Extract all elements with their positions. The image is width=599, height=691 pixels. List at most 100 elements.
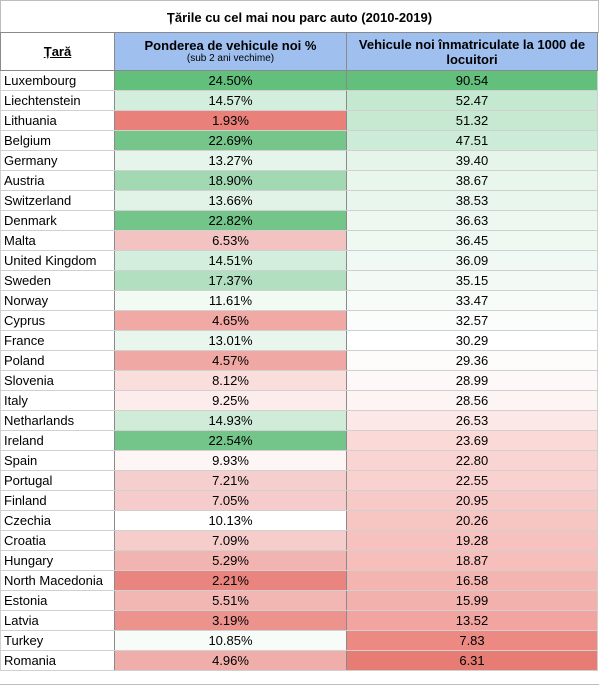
per1000-cell[interactable]: 7.83 — [346, 630, 598, 651]
country-cell[interactable]: Turkey — [0, 630, 115, 651]
table-row: Estonia 5.51% 15.99 — [0, 590, 598, 611]
country-cell[interactable]: Switzerland — [0, 190, 115, 211]
per1000-cell[interactable]: 36.63 — [346, 210, 598, 231]
country-cell[interactable]: Spain — [0, 450, 115, 471]
share-cell[interactable]: 4.96% — [114, 650, 347, 671]
share-cell[interactable]: 3.19% — [114, 610, 347, 631]
share-cell[interactable]: 14.51% — [114, 250, 347, 271]
per1000-cell[interactable]: 13.52 — [346, 610, 598, 631]
country-cell[interactable]: Malta — [0, 230, 115, 251]
share-cell[interactable]: 24.50% — [114, 70, 347, 91]
country-cell[interactable]: Poland — [0, 350, 115, 371]
table-row: Lithuania 1.93% 51.32 — [0, 110, 598, 131]
table-row: Austria 18.90% 38.67 — [0, 170, 598, 191]
per1000-cell[interactable]: 36.09 — [346, 250, 598, 271]
share-cell[interactable]: 22.54% — [114, 430, 347, 451]
table-row: Luxembourg 24.50% 90.54 — [0, 70, 598, 91]
country-cell[interactable]: Denmark — [0, 210, 115, 231]
share-cell[interactable]: 9.93% — [114, 450, 347, 471]
per1000-cell[interactable]: 20.26 — [346, 510, 598, 531]
share-cell[interactable]: 1.93% — [114, 110, 347, 131]
per1000-cell[interactable]: 39.40 — [346, 150, 598, 171]
per1000-cell[interactable]: 36.45 — [346, 230, 598, 251]
share-cell[interactable]: 14.93% — [114, 410, 347, 431]
per1000-cell[interactable]: 28.99 — [346, 370, 598, 391]
share-cell[interactable]: 7.05% — [114, 490, 347, 511]
share-cell[interactable]: 4.65% — [114, 310, 347, 331]
country-cell[interactable]: Lithuania — [0, 110, 115, 131]
per1000-cell[interactable]: 18.87 — [346, 550, 598, 571]
country-cell[interactable]: Italy — [0, 390, 115, 411]
country-cell[interactable]: Netharlands — [0, 410, 115, 431]
country-cell[interactable]: Hungary — [0, 550, 115, 571]
share-column-header[interactable]: Ponderea de vehicule noi % (sub 2 ani ve… — [114, 32, 347, 71]
country-cell[interactable]: Ireland — [0, 430, 115, 451]
per1000-cell[interactable]: 90.54 — [346, 70, 598, 91]
per1000-cell[interactable]: 35.15 — [346, 270, 598, 291]
country-cell[interactable]: Sweden — [0, 270, 115, 291]
per1000-cell[interactable]: 16.58 — [346, 570, 598, 591]
per1000-cell[interactable]: 32.57 — [346, 310, 598, 331]
per1000-cell[interactable]: 15.99 — [346, 590, 598, 611]
share-cell[interactable]: 13.27% — [114, 150, 347, 171]
country-cell[interactable]: Czechia — [0, 510, 115, 531]
per1000-cell[interactable]: 52.47 — [346, 90, 598, 111]
country-cell[interactable]: France — [0, 330, 115, 351]
share-cell[interactable]: 14.57% — [114, 90, 347, 111]
country-cell[interactable]: Latvia — [0, 610, 115, 631]
share-cell[interactable]: 2.21% — [114, 570, 347, 591]
per1000-cell[interactable]: 19.28 — [346, 530, 598, 551]
country-cell[interactable]: Liechtenstein — [0, 90, 115, 111]
country-cell[interactable]: Slovenia — [0, 370, 115, 391]
per1000-cell[interactable]: 33.47 — [346, 290, 598, 311]
country-cell[interactable]: Germany — [0, 150, 115, 171]
share-cell[interactable]: 7.09% — [114, 530, 347, 551]
share-header-label: Ponderea de vehicule noi % — [144, 38, 317, 53]
country-cell[interactable]: Cyprus — [0, 310, 115, 331]
country-cell[interactable]: Estonia — [0, 590, 115, 611]
per1000-cell[interactable]: 22.55 — [346, 470, 598, 491]
table-row: Croatia 7.09% 19.28 — [0, 530, 598, 551]
share-cell[interactable]: 13.01% — [114, 330, 347, 351]
per1000-cell[interactable]: 22.80 — [346, 450, 598, 471]
country-column-header[interactable]: Țară — [0, 32, 115, 71]
share-cell[interactable]: 4.57% — [114, 350, 347, 371]
share-cell[interactable]: 8.12% — [114, 370, 347, 391]
per1000-cell[interactable]: 26.53 — [346, 410, 598, 431]
share-cell[interactable]: 22.69% — [114, 130, 347, 151]
per1000-cell[interactable]: 28.56 — [346, 390, 598, 411]
per1000-cell[interactable]: 38.67 — [346, 170, 598, 191]
country-cell[interactable]: Luxembourg — [0, 70, 115, 91]
share-cell[interactable]: 5.29% — [114, 550, 347, 571]
country-cell[interactable]: North Macedonia — [0, 570, 115, 591]
share-cell[interactable]: 18.90% — [114, 170, 347, 191]
country-cell[interactable]: Austria — [0, 170, 115, 191]
country-cell[interactable]: United Kingdom — [0, 250, 115, 271]
share-cell[interactable]: 22.82% — [114, 210, 347, 231]
table-row: Spain 9.93% 22.80 — [0, 450, 598, 471]
per1000-cell[interactable]: 51.32 — [346, 110, 598, 131]
share-cell[interactable]: 10.13% — [114, 510, 347, 531]
per1000-cell[interactable]: 29.36 — [346, 350, 598, 371]
share-cell[interactable]: 9.25% — [114, 390, 347, 411]
share-cell[interactable]: 7.21% — [114, 470, 347, 491]
per1000-cell[interactable]: 23.69 — [346, 430, 598, 451]
per1000-cell[interactable]: 38.53 — [346, 190, 598, 211]
country-cell[interactable]: Belgium — [0, 130, 115, 151]
per1000-cell[interactable]: 30.29 — [346, 330, 598, 351]
share-cell[interactable]: 13.66% — [114, 190, 347, 211]
share-cell[interactable]: 5.51% — [114, 590, 347, 611]
per1000-cell[interactable]: 47.51 — [346, 130, 598, 151]
per1000-cell[interactable]: 20.95 — [346, 490, 598, 511]
share-cell[interactable]: 17.37% — [114, 270, 347, 291]
country-cell[interactable]: Norway — [0, 290, 115, 311]
per1000-cell[interactable]: 6.31 — [346, 650, 598, 671]
country-cell[interactable]: Romania — [0, 650, 115, 671]
country-cell[interactable]: Croatia — [0, 530, 115, 551]
share-cell[interactable]: 10.85% — [114, 630, 347, 651]
per1000-column-header[interactable]: Vehicule noi înmatriculate la 1000 de lo… — [346, 32, 598, 71]
country-cell[interactable]: Finland — [0, 490, 115, 511]
share-cell[interactable]: 11.61% — [114, 290, 347, 311]
country-cell[interactable]: Portugal — [0, 470, 115, 491]
share-cell[interactable]: 6.53% — [114, 230, 347, 251]
